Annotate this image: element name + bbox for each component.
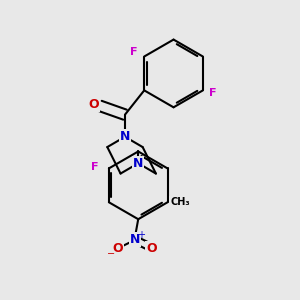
- Text: −: −: [107, 249, 115, 259]
- Text: F: F: [130, 47, 138, 57]
- Text: O: O: [146, 242, 157, 255]
- Text: N: N: [130, 233, 140, 246]
- Text: +: +: [136, 230, 145, 239]
- Text: F: F: [91, 162, 98, 172]
- Text: F: F: [209, 88, 217, 98]
- Text: O: O: [88, 98, 99, 111]
- Text: CH₃: CH₃: [170, 197, 190, 207]
- Text: N: N: [120, 130, 130, 143]
- Text: N: N: [133, 157, 143, 170]
- Text: O: O: [112, 242, 123, 255]
